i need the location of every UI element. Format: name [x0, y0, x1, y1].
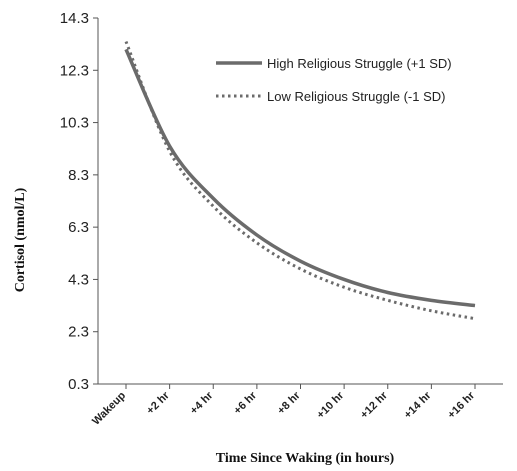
- x-tick-label: +8 hr: [275, 389, 303, 417]
- series-line-high-struggle: [124, 48, 476, 308]
- legend-label: High Religious Struggle (+1 SD): [267, 56, 452, 71]
- series-line-low-struggle: [124, 40, 476, 321]
- y-tick-label: 2.3: [68, 324, 89, 341]
- y-axis-title: Cortisol (nmol/L): [13, 187, 28, 292]
- y-tick-label: 6.3: [68, 219, 89, 236]
- y-axis-ticks: 14.3 12.3 10.3 8.3 6.3 4.3 2.3 0.3: [60, 10, 98, 393]
- x-tick-label: +16 hr: [446, 389, 478, 421]
- x-tick-label: +6 hr: [232, 389, 260, 417]
- x-axis-title: Time Since Waking (in hours): [216, 451, 395, 466]
- y-tick-label: 12.3: [60, 62, 89, 79]
- legend-label: Low Religious Struggle (-1 SD): [267, 89, 445, 104]
- x-tick-label: +12 hr: [358, 389, 390, 421]
- x-tick-label: +2 hr: [144, 389, 172, 417]
- x-tick-label: +10 hr: [315, 389, 347, 421]
- x-tick-label: +14 hr: [402, 389, 434, 421]
- axes: [97, 18, 503, 385]
- x-axis-ticks: Wakeup +2 hr +4 hr +6 hr +8 hr +10 hr +12 hr +1…: [90, 384, 478, 428]
- legend: High Religious Struggle (+1 SD) Low Relig…: [216, 56, 452, 104]
- x-tick-label: +4 hr: [188, 389, 216, 417]
- y-tick-label: 14.3: [60, 10, 89, 27]
- y-tick-label: 0.3: [68, 376, 89, 393]
- y-tick-label: 4.3: [68, 271, 89, 288]
- series-layer: [124, 40, 476, 321]
- x-tick-label: Wakeup: [90, 389, 128, 427]
- y-tick-label: 10.3: [60, 115, 89, 132]
- y-tick-label: 8.3: [68, 167, 89, 184]
